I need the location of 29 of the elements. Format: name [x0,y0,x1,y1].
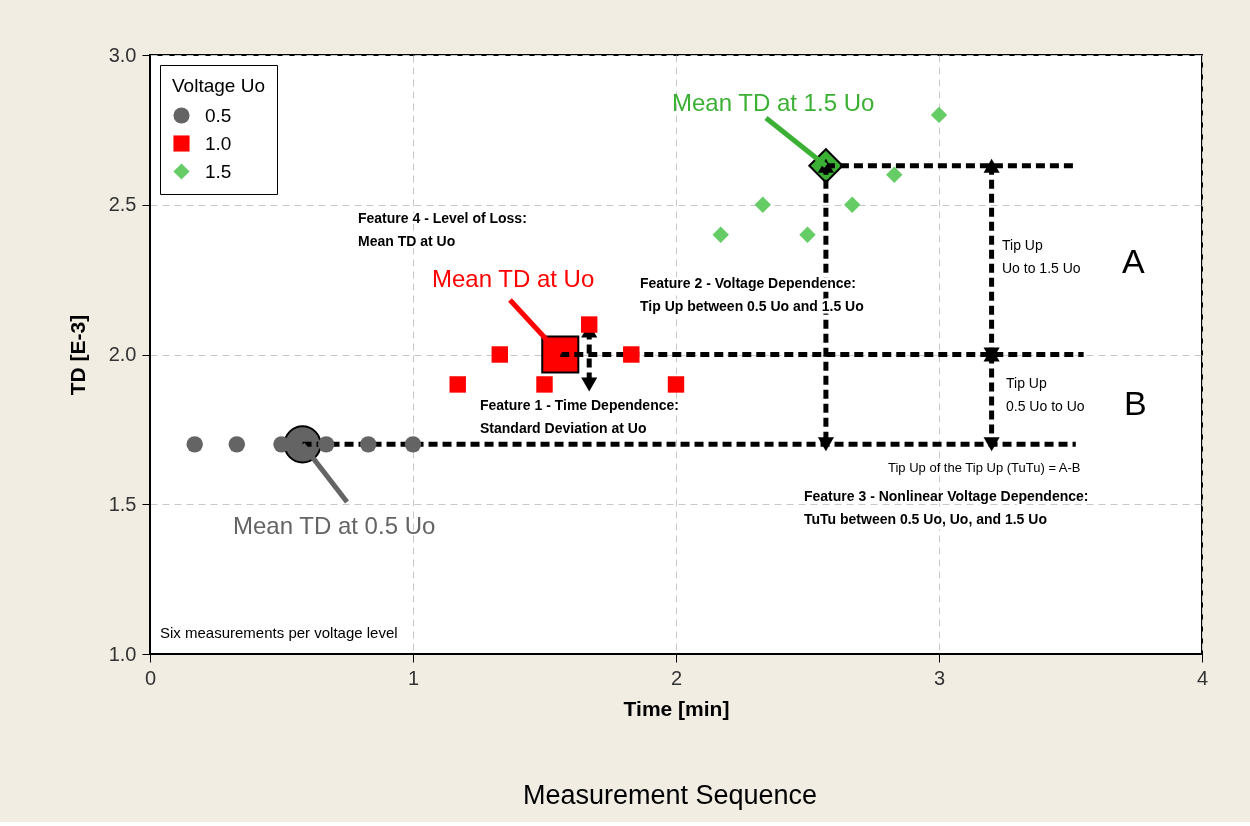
y-tick-label: 1.0 [108,642,137,665]
x-tick-label: 1 [407,666,420,689]
y-tick-label: 2.5 [108,193,137,216]
y-axis-title: TD [E-3] [65,314,89,396]
annotation: Feature 3 - Nonlinear Voltage Dependence: TuTu between 0.5 Uo, Uo, and 1.5 Uo [804,488,1089,527]
annotation: Tip Up of the Tip Up (TuTu) = A-B [888,460,1081,475]
x-axis-title: Time [min] [623,696,730,720]
annotation: Six measurements per voltage level [160,624,398,641]
legend-label: 1.5 [205,160,232,182]
legend-label: 0.5 [205,104,232,126]
y-tick-label: 2.0 [108,343,137,365]
legend-title: Voltage Uo [172,75,265,96]
y-tick-label: 1.5 [108,492,137,515]
y-tick-label: 3.0 [108,43,137,66]
annotation: Mean TD at 1.5 Uo [672,89,875,116]
x-tick-label: 0 [144,666,157,689]
annotation: Mean TD at Uo [432,265,595,292]
x-tick-label: 3 [933,666,946,689]
legend-label: 1.0 [205,132,232,154]
x-tick-label: 4 [1196,666,1209,689]
x-tick-label: 2 [670,666,683,689]
text: Measurement Sequence [522,780,818,810]
annotation: B [1124,384,1147,422]
annotation: Mean TD at 0.5 Uo [233,512,436,539]
annotation: A [1122,242,1145,280]
annotation: Feature 4 - Level of Loss: Mean TD at Uo [358,210,527,249]
annotation: Feature 1 - Time Dependence: Standard Deviation at Uo [480,397,679,436]
annotation: Tip Up 0.5 Uo to Uo [1006,375,1085,414]
annotation: Tip Up Uo to 1.5 Uo [1002,237,1081,276]
